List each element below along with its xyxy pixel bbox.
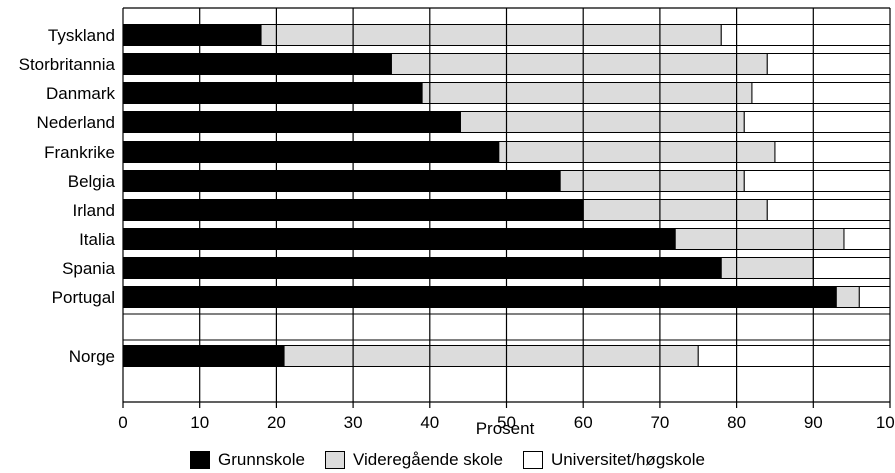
bar-danmark-grunnskole bbox=[122, 82, 423, 104]
bar-tyskland-grunnskole bbox=[122, 24, 262, 46]
bar-spania-grunnskole bbox=[122, 257, 722, 279]
category-label-storbritannia: Storbritannia bbox=[19, 55, 116, 74]
bar-danmark-videregaende-skole bbox=[421, 82, 753, 104]
bar-storbritannia-grunnskole bbox=[122, 53, 392, 75]
category-label-nederland: Nederland bbox=[37, 113, 115, 132]
x-tick-label-70: 70 bbox=[650, 413, 669, 432]
legend-label-grunnskole: Grunnskole bbox=[218, 450, 305, 469]
category-label-danmark: Danmark bbox=[46, 84, 115, 103]
bar-belgia-videregaende-skole bbox=[559, 170, 745, 192]
bar-frankrike-grunnskole bbox=[122, 141, 500, 163]
bar-nederland-universitet-hogskole bbox=[743, 111, 891, 133]
x-tick-label-50: 50 bbox=[497, 413, 516, 432]
bar-norge-grunnskole bbox=[122, 345, 285, 367]
legend-item-videregaende: Videregående skole bbox=[324, 450, 503, 470]
bar-storbritannia-videregaende-skole bbox=[390, 53, 768, 75]
bar-frankrike-universitet-hogskole bbox=[774, 141, 891, 163]
legend-swatch-grunnskole bbox=[190, 451, 211, 469]
x-tick-labels: 0 10 20 30 40 50 60 70 80 90 100 bbox=[118, 413, 895, 432]
x-tick-label-60: 60 bbox=[574, 413, 593, 432]
bar-norge-universitet-hogskole bbox=[697, 345, 891, 367]
bar-belgia-grunnskole bbox=[122, 170, 561, 192]
gridlines bbox=[122, 7, 891, 408]
bar-spania-videregaende-skole bbox=[720, 257, 814, 279]
legend-item-grunnskole: Grunnskole bbox=[190, 450, 305, 470]
bar-storbritannia-universitet-hogskole bbox=[766, 53, 891, 75]
bar-tyskland-universitet-hogskole bbox=[720, 24, 891, 46]
legend: Grunnskole Videregående skole Universite… bbox=[0, 448, 895, 472]
bar-italia-universitet-hogskole bbox=[843, 228, 891, 250]
bar-spania-universitet-hogskole bbox=[812, 257, 891, 279]
bar-portugal-grunnskole bbox=[122, 286, 837, 308]
category-label-frankrike: Frankrike bbox=[44, 143, 115, 162]
legend-item-universitet: Universitet/høgskole bbox=[522, 450, 705, 470]
x-tick-label-80: 80 bbox=[727, 413, 746, 432]
category-label-irland: Irland bbox=[72, 201, 115, 220]
bar-irland-universitet-hogskole bbox=[766, 199, 891, 221]
x-tick-label-30: 30 bbox=[344, 413, 363, 432]
bar-frankrike-videregaende-skole bbox=[498, 141, 776, 163]
bar-norge-videregaende-skole bbox=[283, 345, 699, 367]
legend-swatch-universitet bbox=[522, 451, 543, 469]
bar-italia-videregaende-skole bbox=[674, 228, 845, 250]
category-label-italia: Italia bbox=[79, 230, 115, 249]
x-tick-label-100: 100 bbox=[876, 413, 895, 432]
bar-chart: Tyskland Storbritannia Danmark Nederland Fra… bbox=[19, 7, 895, 438]
bar-portugal-universitet-hogskole bbox=[858, 286, 891, 308]
x-tick-label-90: 90 bbox=[804, 413, 823, 432]
category-label-tyskland: Tyskland bbox=[48, 26, 115, 45]
legend-swatch-videregaende bbox=[324, 451, 345, 469]
category-label-norge: Norge bbox=[69, 347, 115, 366]
bar-portugal-videregaende-skole bbox=[835, 286, 860, 308]
x-tick-label-40: 40 bbox=[420, 413, 439, 432]
bar-belgia-universitet-hogskole bbox=[743, 170, 891, 192]
legend-label-universitet: Universitet/høgskole bbox=[550, 450, 705, 469]
bar-danmark-universitet-hogskole bbox=[751, 82, 891, 104]
x-tick-label-0: 0 bbox=[118, 413, 127, 432]
x-tick-label-20: 20 bbox=[267, 413, 286, 432]
x-tick-label-10: 10 bbox=[190, 413, 209, 432]
bar-nederland-grunnskole bbox=[122, 111, 461, 133]
x-axis-label: Prosent bbox=[476, 419, 535, 438]
legend-label-videregaende: Videregående skole bbox=[352, 450, 503, 469]
bar-italia-grunnskole bbox=[122, 228, 676, 250]
bar-nederland-videregaende-skole bbox=[459, 111, 745, 133]
category-label-portugal: Portugal bbox=[52, 288, 115, 307]
category-label-belgia: Belgia bbox=[68, 172, 116, 191]
bar-irland-videregaende-skole bbox=[582, 199, 768, 221]
category-label-spania: Spania bbox=[62, 259, 115, 278]
category-labels: Tyskland Storbritannia Danmark Nederland Fra… bbox=[19, 26, 116, 366]
bar-tyskland-videregaende-skole bbox=[260, 24, 722, 46]
